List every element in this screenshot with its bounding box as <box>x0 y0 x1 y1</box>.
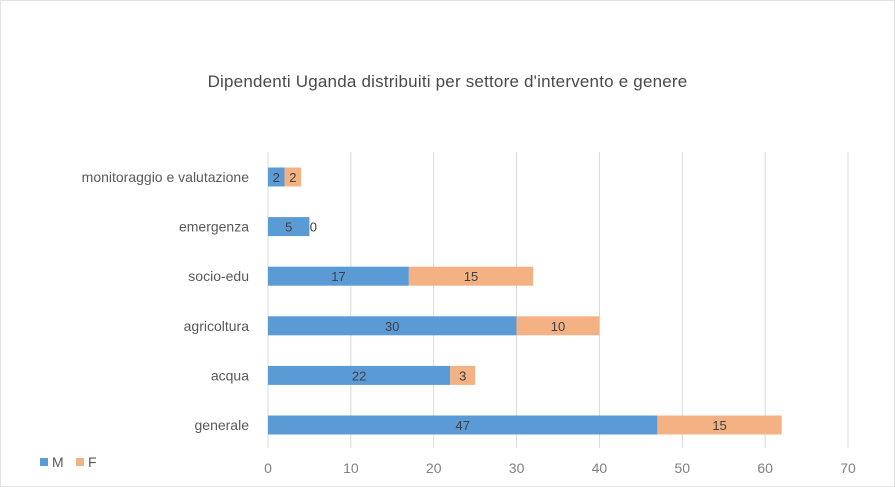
data-label: 10 <box>551 319 565 334</box>
x-tick-label: 10 <box>343 460 359 476</box>
category-label: socio-edu <box>188 268 249 284</box>
x-tick-label: 50 <box>674 460 690 476</box>
x-tick-label: 60 <box>757 460 773 476</box>
category-label: acqua <box>211 367 249 383</box>
data-label: 2 <box>289 170 296 185</box>
x-tick-label: 30 <box>509 460 525 476</box>
bar-f <box>450 365 476 385</box>
x-tick-label: 0 <box>264 460 272 476</box>
bar-f <box>408 266 534 286</box>
bar-m <box>268 217 310 237</box>
chart-title: Dipendenti Uganda distribuiti per settor… <box>207 72 688 91</box>
x-tick-label: 20 <box>426 460 442 476</box>
legend-swatch <box>76 458 84 466</box>
bar-f <box>657 415 782 435</box>
data-label: 17 <box>331 269 345 284</box>
legend-label: M <box>52 454 64 470</box>
bar-m <box>268 415 658 435</box>
data-label: 5 <box>285 220 292 235</box>
category-label: emergenza <box>179 219 249 235</box>
data-label: 15 <box>712 418 726 433</box>
x-tick-label: 40 <box>592 460 608 476</box>
bar-f <box>284 167 302 187</box>
category-label: agricoltura <box>184 318 250 334</box>
bar-m <box>268 316 517 336</box>
legend-label: F <box>88 454 97 470</box>
data-label: 47 <box>455 418 469 433</box>
data-label: 0 <box>310 220 317 235</box>
data-label: 22 <box>352 368 366 383</box>
bar-m <box>268 365 451 385</box>
legend-swatch <box>40 458 48 466</box>
x-tick-label: 70 <box>840 460 856 476</box>
bar-m <box>268 167 285 187</box>
bar-f <box>516 316 600 336</box>
category-label: monitoraggio e valutazione <box>82 169 250 185</box>
data-label: 30 <box>385 319 399 334</box>
data-label: 15 <box>464 269 478 284</box>
data-label: 3 <box>459 368 466 383</box>
data-label: 2 <box>273 170 280 185</box>
bar-m <box>268 266 409 286</box>
category-label: generale <box>195 417 250 433</box>
